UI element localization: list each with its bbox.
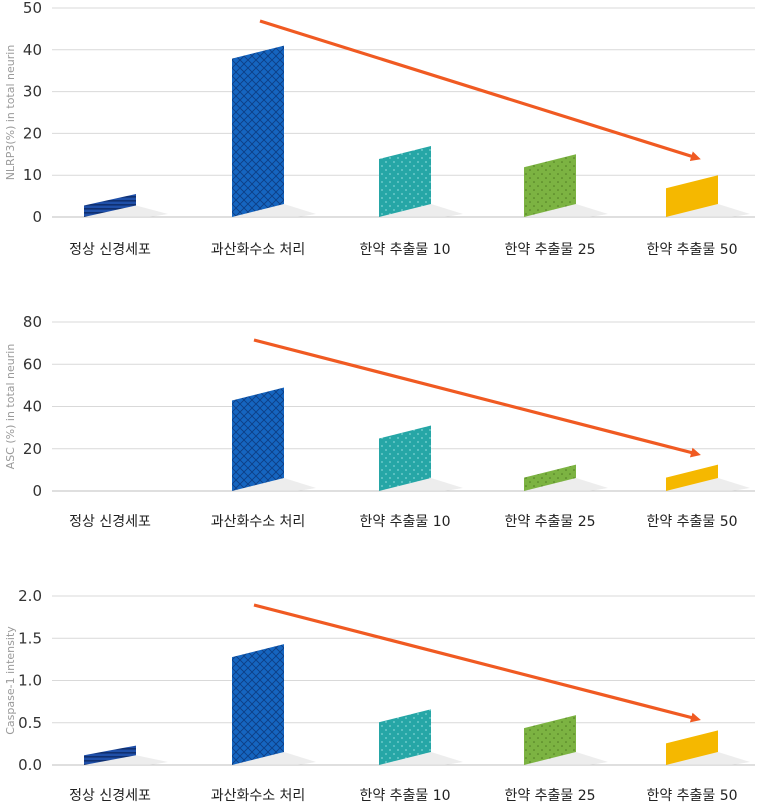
y-tick-label: 2.0 — [18, 587, 42, 605]
category-label: 과산화수소 처리 — [211, 788, 306, 803]
category-label: 한약 추출물 25 — [504, 514, 595, 530]
y-tick-label: 40 — [23, 398, 42, 416]
y-axis-label: Caspase-1 intensity — [4, 626, 17, 735]
bar-shadow — [84, 205, 168, 217]
bar-shadow — [666, 478, 750, 491]
category-label: 한약 추출물 50 — [646, 242, 737, 258]
bar-shadow — [524, 478, 608, 491]
y-tick-label: 50 — [23, 0, 42, 17]
bar-shadow — [524, 752, 608, 765]
bar-shadow — [232, 204, 316, 217]
trend-arrow — [253, 338, 701, 458]
bar-shadow — [666, 752, 750, 765]
category-label: 정상 신경세포 — [69, 514, 151, 530]
trend-arrow — [259, 19, 701, 161]
category-label: 과산화수소 처리 — [211, 514, 306, 530]
category-label: 정상 신경세포 — [69, 788, 151, 803]
chart-panel-3: 0.0 0.5 1.0 1.5 2.0 Caspase-1 intensity 정상 신경세… — [4, 587, 755, 803]
y-tick-label: 0.5 — [18, 714, 42, 732]
y-tick-label: 30 — [23, 83, 42, 101]
bar-shadow — [666, 204, 750, 217]
category-label: 한약 추출물 10 — [359, 788, 450, 803]
bar-shadow — [379, 204, 463, 217]
y-tick-label: 1.5 — [18, 629, 42, 647]
category-label: 한약 추출물 10 — [359, 242, 450, 258]
bar-shadow — [232, 478, 316, 491]
category-label: 한약 추출물 10 — [359, 514, 450, 530]
y-axis-label: ASC (%) in total neurin — [4, 344, 17, 470]
y-tick-label: 40 — [23, 41, 42, 59]
y-tick-label: 80 — [23, 313, 42, 331]
bar-3 — [379, 145, 431, 217]
bar-shadow — [84, 755, 168, 765]
bar-3 — [379, 425, 431, 491]
bar-2 — [232, 644, 284, 765]
bar-1 — [84, 194, 136, 217]
category-label: 과산화수소 처리 — [211, 242, 306, 258]
category-label: 한약 추출물 50 — [646, 788, 737, 803]
chart-panel-1: 0 10 20 30 40 50 NLRP3(%) in total neurin 정상 신경… — [4, 0, 755, 258]
bar-5 — [666, 175, 718, 217]
bar-3 — [379, 709, 431, 765]
bar-2 — [232, 45, 284, 218]
y-tick-label: 0.0 — [18, 756, 42, 774]
bar-4 — [524, 154, 576, 217]
y-axis-label: NLRP3(%) in total neurin — [4, 45, 17, 181]
y-tick-label: 60 — [23, 355, 42, 373]
bar-4 — [524, 464, 576, 491]
bar-5 — [666, 464, 718, 491]
y-tick-label: 0 — [32, 482, 42, 500]
bar-shadow — [379, 752, 463, 765]
bar-1 — [84, 745, 136, 765]
bar-shadow — [524, 204, 608, 217]
y-tick-label: 10 — [23, 166, 42, 184]
category-label: 정상 신경세포 — [69, 242, 151, 258]
y-tick-label: 20 — [23, 440, 42, 458]
y-tick-label: 0 — [32, 208, 42, 226]
bar-shadow — [379, 478, 463, 491]
bar-4 — [524, 715, 576, 765]
bar-shadow — [232, 752, 316, 765]
category-label: 한약 추출물 50 — [646, 514, 737, 530]
y-tick-label: 20 — [23, 124, 42, 142]
y-tick-label: 1.0 — [18, 672, 42, 690]
chart-panel-2: 0 20 40 60 80 ASC (%) in total neurin 정상 신경세포 과… — [4, 313, 755, 530]
category-label: 한약 추출물 25 — [504, 242, 595, 258]
bar-5 — [666, 730, 718, 765]
trend-arrow — [253, 603, 701, 723]
bar-2 — [232, 387, 284, 491]
category-label: 한약 추출물 25 — [504, 788, 595, 803]
